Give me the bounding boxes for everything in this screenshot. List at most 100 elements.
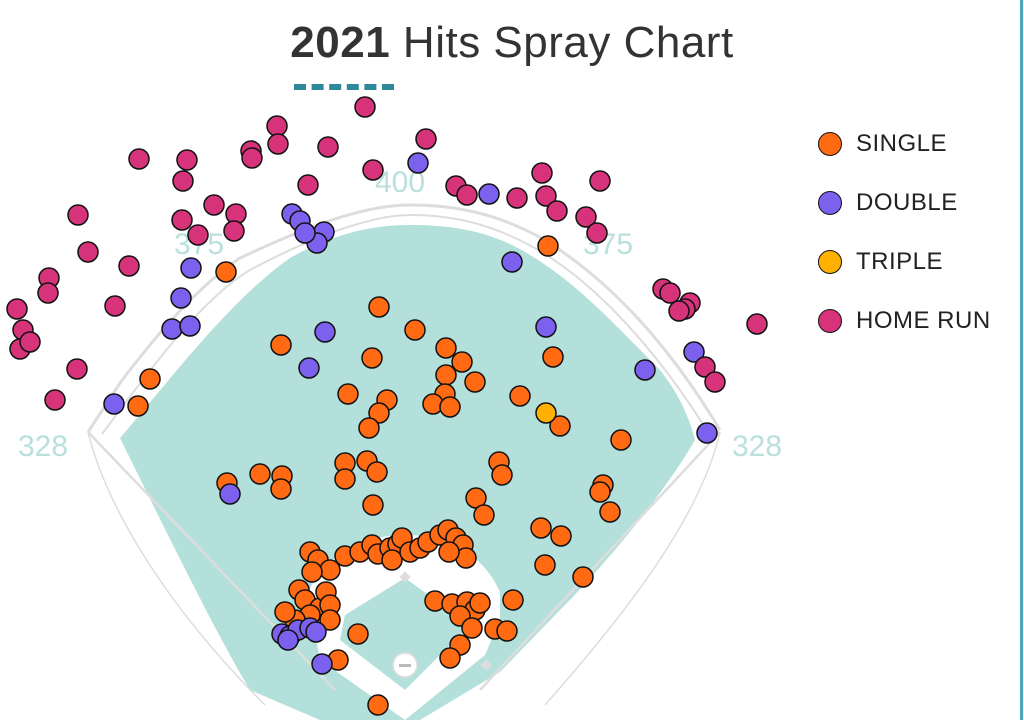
double-hit-marker <box>103 393 125 415</box>
double-hit-marker <box>314 321 336 343</box>
single-hit-marker <box>127 395 149 417</box>
home-run-hit-marker <box>118 255 140 277</box>
double-hit-marker <box>161 318 183 340</box>
home-run-hit-marker <box>694 356 716 378</box>
single-hit-marker <box>537 235 559 257</box>
home-run-hit-marker <box>704 371 726 393</box>
home-run-hit-marker <box>44 389 66 411</box>
single-swatch <box>818 131 842 156</box>
triple-hit-marker <box>535 402 557 424</box>
home-run-hit-marker <box>586 222 608 244</box>
home-run-hit-marker <box>546 200 568 222</box>
legend-item-double: DOUBLE <box>818 173 991 232</box>
single-hit-marker <box>435 337 457 359</box>
single-hit-marker <box>249 463 271 485</box>
double-hit-marker <box>170 287 192 309</box>
single-hit-marker <box>366 461 388 483</box>
home-run-hit-marker <box>267 133 289 155</box>
home-run-hit-marker <box>297 174 319 196</box>
double-hit-marker <box>683 341 705 363</box>
double-hit-marker <box>219 483 241 505</box>
home-run-hit-marker <box>535 185 557 207</box>
chart-title: 2021 Hits Spray Chart <box>0 18 1024 68</box>
single-hit-marker <box>334 468 356 490</box>
single-hit-marker <box>270 334 292 356</box>
single-hit-marker <box>549 415 571 437</box>
home-run-hit-marker <box>668 300 690 322</box>
single-hit-marker <box>274 601 296 623</box>
home-run-hit-marker <box>456 184 478 206</box>
single-hit-marker <box>337 383 359 405</box>
single-hit-marker <box>589 481 611 503</box>
home-run-hit-marker <box>37 282 59 304</box>
single-hit-marker <box>319 609 341 631</box>
single-hit-marker <box>368 402 390 424</box>
double-hit-marker <box>634 359 656 381</box>
home-run-hit-marker <box>415 128 437 150</box>
single-hit-marker <box>599 501 621 523</box>
home-run-hit-marker <box>362 159 384 181</box>
single-hit-marker <box>572 566 594 588</box>
double-hit-marker <box>535 316 557 338</box>
home-run-hit-marker <box>575 206 597 228</box>
single-hit-marker <box>542 346 564 368</box>
distance-left-line: 328 <box>18 430 68 463</box>
double-hit-marker <box>298 357 320 379</box>
single-hit-marker <box>368 296 390 318</box>
distance-right-line: 328 <box>732 430 782 463</box>
double-hit-marker <box>305 621 327 643</box>
home-run-hit-marker <box>171 209 193 231</box>
home-run-hit-marker <box>223 220 245 242</box>
right-foul-line <box>479 431 721 691</box>
first-base <box>480 659 492 671</box>
double-hit-marker <box>277 629 299 651</box>
legend-label-double: DOUBLE <box>856 188 958 216</box>
double-hit-marker <box>311 653 333 675</box>
single-hit-marker <box>534 554 556 576</box>
home-run-swatch <box>818 308 842 333</box>
home-run-hit-marker <box>172 170 194 192</box>
single-hit-marker <box>439 396 461 418</box>
legend: SINGLE DOUBLE TRIPLE HOME RUN <box>818 114 991 350</box>
single-hit-marker <box>491 464 513 486</box>
double-hit-marker <box>294 222 316 244</box>
home-run-hit-marker <box>67 204 89 226</box>
single-hit-marker <box>439 647 461 669</box>
double-hit-marker <box>407 152 429 174</box>
triple-swatch <box>818 249 842 274</box>
legend-label-single: SINGLE <box>856 129 948 157</box>
double-hit-marker <box>696 422 718 444</box>
warning-track <box>101 213 709 435</box>
right-edge-bar <box>1020 0 1023 720</box>
double-swatch <box>818 190 842 215</box>
double-hit-marker <box>180 257 202 279</box>
home-run-hit-marker <box>187 224 209 246</box>
single-hit-marker <box>438 541 460 563</box>
single-hit-marker <box>270 478 292 500</box>
home-run-hit-marker <box>6 298 28 320</box>
title-underline <box>294 84 394 90</box>
single-hit-marker <box>139 368 161 390</box>
home-run-hit-marker <box>506 187 528 209</box>
home-run-hit-marker <box>354 96 376 118</box>
single-hit-marker <box>502 589 524 611</box>
home-run-hit-marker <box>66 358 88 380</box>
home-run-hit-marker <box>203 194 225 216</box>
hit-markers <box>6 96 768 716</box>
home-run-hit-marker <box>317 136 339 158</box>
single-hit-marker <box>509 385 531 407</box>
single-hit-marker <box>610 429 632 451</box>
home-run-hit-marker <box>19 331 41 353</box>
single-hit-marker <box>347 623 369 645</box>
home-run-hit-marker <box>659 282 681 304</box>
single-hit-marker <box>469 592 491 614</box>
legend-label-triple: TRIPLE <box>856 247 944 275</box>
single-hit-marker <box>473 504 495 526</box>
single-hit-marker <box>435 364 457 386</box>
home-run-hit-marker <box>176 149 198 171</box>
home-run-hit-marker <box>241 147 263 169</box>
home-run-hit-marker <box>746 313 768 335</box>
title-year: 2021 <box>290 18 391 67</box>
single-hit-marker <box>461 617 483 639</box>
